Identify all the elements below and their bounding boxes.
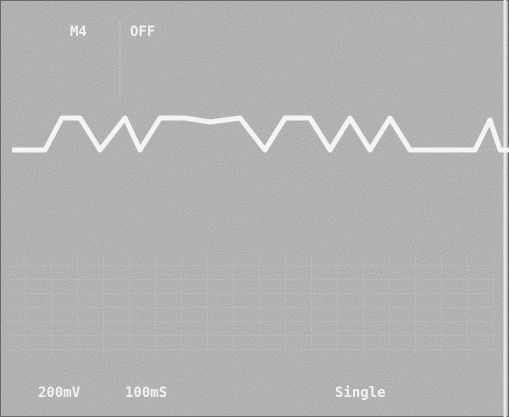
scope-screen: M4 OFF 200mV 100mS Single [0,0,509,417]
channel-label: M4 [70,24,87,40]
mode-label: Single [335,385,386,401]
grid-area [10,255,500,355]
time-label: 100mS [125,385,167,401]
setting-label: OFF [130,24,155,40]
page: M4 OFF 200mV 100mS Single (() => { const… [0,0,509,417]
volts-label: 200mV [38,385,81,401]
